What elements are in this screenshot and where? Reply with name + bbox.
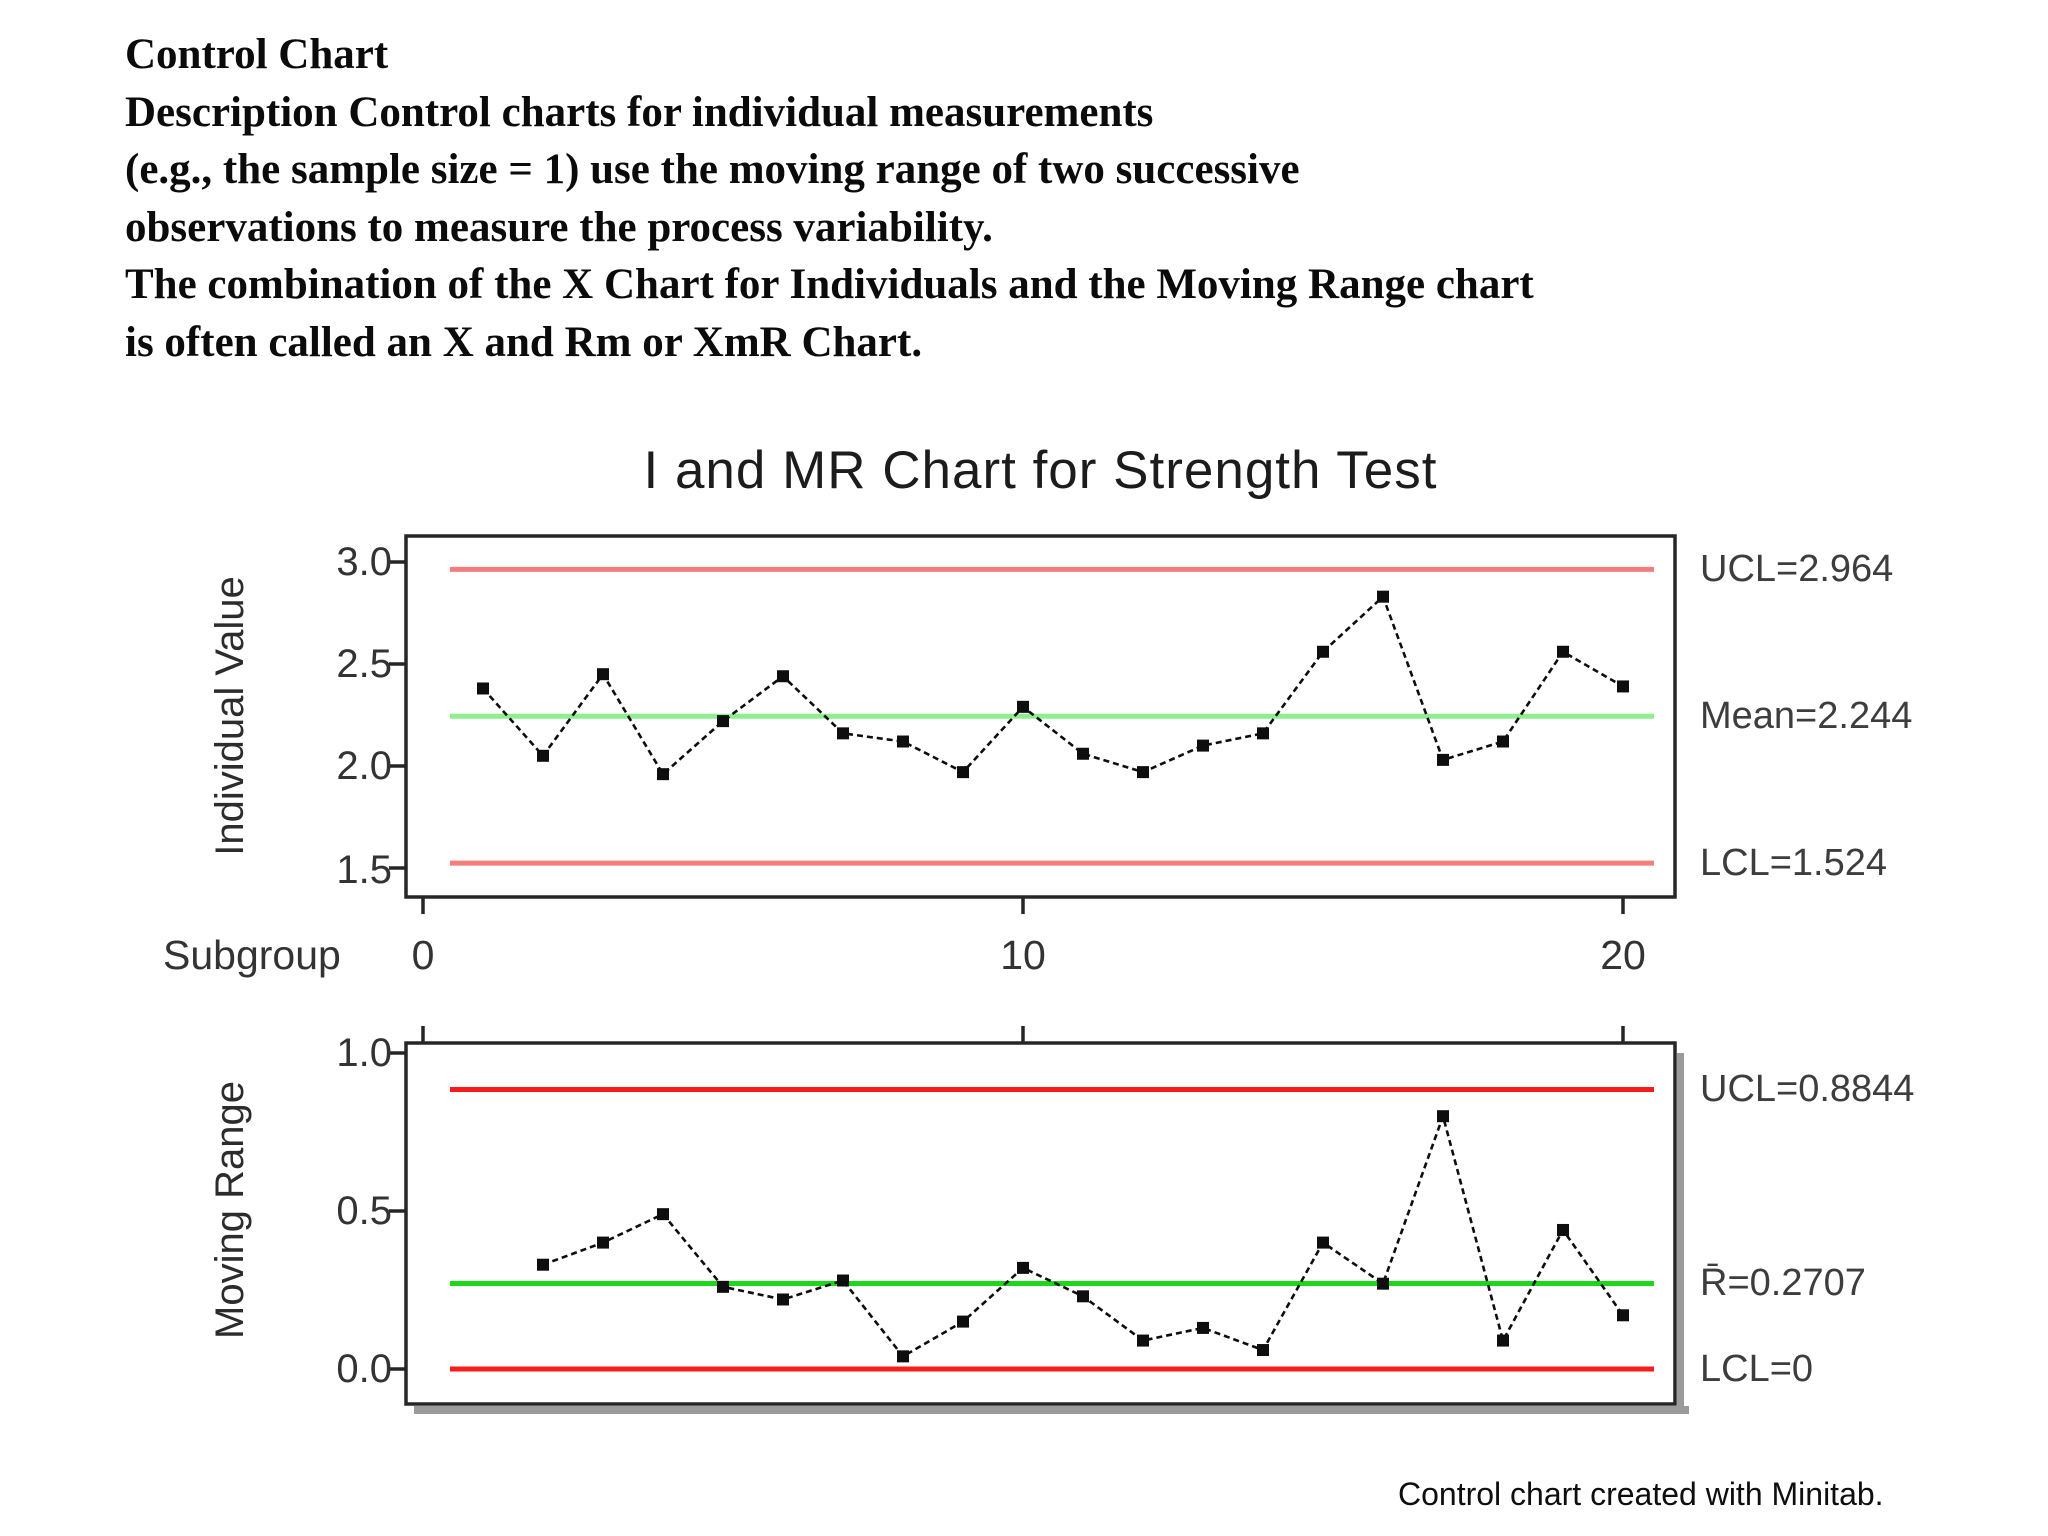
description-text: Control Chart Description Control charts…: [125, 26, 1534, 371]
data-point-marker: [1137, 766, 1149, 779]
data-point-marker: [1017, 1261, 1029, 1274]
data-point-marker: [1497, 1334, 1509, 1347]
header-line: Description Control charts for individua…: [125, 88, 1154, 136]
data-point-marker: [777, 670, 789, 683]
data-series-line: [542, 1111, 1625, 1359]
data-point-marker: [1257, 727, 1269, 740]
data-point-marker: [1017, 700, 1029, 713]
data-point-marker: [657, 768, 669, 781]
data-point-marker: [1617, 680, 1629, 693]
frame-shadow: [1677, 1053, 1684, 1414]
header-line: The combination of the X Chart for Indiv…: [125, 261, 1534, 308]
x-axis-label: Subgroup: [163, 932, 341, 978]
data-point-marker: [1197, 1321, 1209, 1334]
data-point-marker: [537, 749, 549, 762]
data-point-marker: [1077, 747, 1089, 760]
data-point-marker: [597, 668, 609, 681]
chart-frame: [404, 534, 1677, 899]
data-point-marker: [1317, 1236, 1329, 1249]
chart-frame: [404, 1041, 1677, 1406]
data-point-marker: [597, 1236, 609, 1249]
minitab-caption: Control chart created with Minitab.: [1398, 1476, 1884, 1512]
ucl-label: UCL=2.964: [1700, 548, 1894, 590]
ytick-label: 1.5: [336, 848, 392, 892]
ytick-label: 1.0: [336, 1031, 392, 1075]
data-point-marker: [1257, 1344, 1269, 1357]
data-point-marker: [1197, 739, 1209, 752]
individuals-y-axis-label: Individual Value: [208, 576, 252, 856]
data-point-marker: [717, 715, 729, 728]
data-point-marker: [1617, 1309, 1629, 1322]
data-point-marker: [897, 735, 909, 748]
header-line: Control Chart: [125, 31, 389, 78]
data-point-marker: [1557, 1223, 1569, 1236]
header-line: observations to measure the process vari…: [125, 203, 993, 251]
ytick-label: 2.5: [336, 642, 392, 686]
data-point-marker: [897, 1350, 909, 1363]
rbar-label: R̄=0.2707: [1700, 1262, 1866, 1304]
data-point-marker: [957, 1315, 969, 1328]
data-point-marker: [1437, 1110, 1449, 1123]
data-point-marker: [957, 766, 969, 779]
chart-title: I and MR Chart for Strength Test: [643, 441, 1438, 500]
data-point-marker: [537, 1258, 549, 1271]
data-point-marker: [477, 682, 489, 695]
data-point-marker: [657, 1208, 669, 1221]
frame-shadow: [414, 1406, 1689, 1414]
data-series-line: [482, 594, 1624, 777]
ucl-label: UCL=0.8844: [1700, 1068, 1915, 1110]
xtick-label: 0: [411, 932, 435, 978]
data-point-marker: [717, 1280, 729, 1293]
ytick-label: 2.0: [336, 744, 392, 788]
header-line: (e.g., the sample size = 1) use the movi…: [125, 146, 1300, 193]
data-point-marker: [777, 1293, 789, 1306]
mean-label: Mean=2.244: [1700, 695, 1913, 737]
data-point-marker: [1437, 753, 1449, 766]
lcl-label: LCL=0: [1700, 1348, 1814, 1390]
header-line: is often called an X and Rm or XmR Chart…: [125, 318, 923, 366]
ytick-label: 0.5: [336, 1189, 392, 1233]
data-point-marker: [837, 727, 849, 740]
lcl-label: LCL=1.524: [1700, 842, 1887, 884]
data-point-marker: [1317, 645, 1329, 658]
xtick-label: 20: [1600, 932, 1646, 978]
data-point-marker: [1377, 1277, 1389, 1290]
data-point-marker: [837, 1274, 849, 1287]
data-point-marker: [1377, 590, 1389, 603]
data-point-marker: [1557, 645, 1569, 658]
ytick-label: 3.0: [336, 540, 392, 584]
data-point-marker: [1077, 1290, 1089, 1303]
xtick-label: 10: [1000, 932, 1046, 978]
data-point-marker: [1137, 1334, 1149, 1347]
data-point-marker: [1497, 735, 1509, 748]
moving-range-y-axis-label: Moving Range: [208, 1081, 252, 1339]
ytick-label: 0.0: [336, 1347, 392, 1391]
